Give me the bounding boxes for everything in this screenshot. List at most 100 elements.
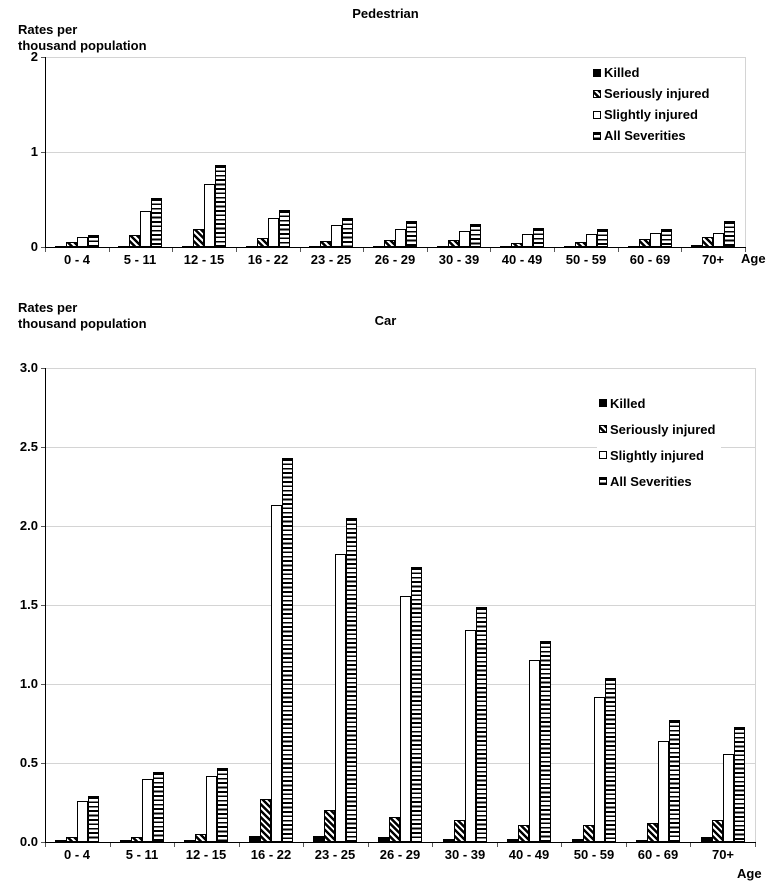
bar-slightly-injured	[77, 237, 88, 247]
y-tick-mark	[41, 842, 45, 843]
y-tick-label: 2	[30, 49, 38, 64]
x-category-label: 5 - 11	[125, 847, 159, 862]
bar-all-severities	[279, 210, 290, 247]
bar-killed	[500, 246, 511, 247]
x-tick-mark	[363, 248, 364, 252]
y-tick-label: 0.5	[19, 755, 38, 770]
slightly-injured-swatch-icon	[593, 110, 601, 119]
all-severities-swatch-icon	[599, 477, 607, 485]
bar-seriously-injured	[66, 837, 77, 842]
pedestrian-chart-title: Pedestrian	[352, 6, 419, 21]
bar-seriously-injured	[389, 817, 400, 842]
bar-all-severities	[724, 221, 735, 247]
y-tick-label: 1.0	[19, 676, 38, 691]
pedestrian-legend: Killed Seriously injured Slightly injure…	[591, 60, 716, 148]
x-tick-mark	[174, 843, 175, 847]
gridline	[46, 526, 755, 527]
bar-killed	[628, 246, 639, 247]
bar-slightly-injured	[204, 184, 215, 247]
bar-seriously-injured	[324, 810, 335, 842]
x-category-label: 26 - 29	[374, 252, 416, 267]
x-tick-mark	[300, 248, 301, 252]
bar-killed	[118, 246, 129, 247]
y-tick-label: 1.5	[19, 597, 38, 612]
x-tick-mark	[755, 843, 756, 847]
bar-slightly-injured	[77, 801, 88, 842]
y-tick-mark	[41, 447, 45, 448]
bar-slightly-injured	[331, 225, 342, 247]
bar-seriously-injured	[712, 820, 723, 842]
bar-all-severities	[151, 198, 162, 247]
killed-swatch-icon	[593, 68, 601, 77]
x-tick-mark	[110, 843, 111, 847]
bar-killed	[437, 246, 448, 247]
bar-all-severities	[597, 229, 608, 247]
bar-slightly-injured	[723, 754, 734, 842]
bar-slightly-injured	[713, 233, 724, 247]
x-tick-mark	[368, 843, 369, 847]
x-category-label: 23 - 25	[310, 252, 352, 267]
legend-label: Killed	[604, 65, 640, 80]
legend-entry-killed: Killed	[593, 62, 709, 83]
bar-all-severities	[470, 224, 481, 247]
bar-all-severities	[605, 678, 616, 842]
bar-killed	[55, 246, 66, 247]
bar-slightly-injured	[594, 697, 605, 842]
y-tick-mark	[41, 763, 45, 764]
bar-all-severities	[476, 607, 487, 842]
bar-slightly-injured	[586, 234, 597, 247]
y-tick-mark	[41, 605, 45, 606]
legend-label: Killed	[610, 395, 646, 411]
bar-all-severities	[411, 567, 422, 842]
y-tick-label: 1	[30, 144, 38, 159]
bar-seriously-injured	[193, 229, 204, 247]
x-tick-mark	[172, 248, 173, 252]
gridline	[46, 368, 755, 369]
x-axis-line	[45, 842, 756, 843]
bar-seriously-injured	[454, 820, 465, 842]
bar-slightly-injured	[142, 779, 153, 842]
x-tick-mark	[239, 843, 240, 847]
bar-slightly-injured	[271, 505, 282, 842]
x-category-label: 60 - 69	[629, 252, 671, 267]
legend-entry-killed: Killed	[599, 390, 715, 416]
bar-slightly-injured	[522, 234, 533, 247]
bar-all-severities	[88, 235, 99, 247]
x-tick-mark	[427, 248, 428, 252]
y-tick-label: 3.0	[19, 360, 38, 375]
bar-seriously-injured	[511, 243, 522, 247]
x-tick-mark	[681, 248, 682, 252]
bar-killed	[701, 837, 712, 842]
x-tick-mark	[45, 248, 46, 252]
bar-slightly-injured	[658, 741, 669, 842]
bar-seriously-injured	[131, 837, 142, 842]
x-tick-mark	[626, 843, 627, 847]
plot-right-border	[755, 368, 756, 842]
legend-label: Slightly injured	[604, 107, 698, 122]
bar-seriously-injured	[448, 240, 459, 247]
bar-killed	[120, 840, 131, 842]
legend-entry-slightly-injured: Slightly injured	[599, 442, 715, 468]
bar-all-severities	[406, 221, 417, 247]
x-category-label: 40 - 49	[508, 847, 550, 862]
x-tick-mark	[303, 843, 304, 847]
bar-killed	[378, 837, 389, 842]
bar-seriously-injured	[583, 825, 594, 842]
x-tick-mark	[690, 843, 691, 847]
bar-seriously-injured	[257, 238, 268, 247]
legend-entry-seriously-injured: Seriously injured	[599, 416, 715, 442]
bar-all-severities	[88, 796, 99, 842]
bar-killed	[55, 840, 66, 842]
legend-label: All Severities	[604, 128, 686, 143]
seriously-injured-swatch-icon	[593, 89, 601, 98]
bar-seriously-injured	[195, 834, 206, 842]
bar-all-severities	[533, 228, 544, 247]
bar-seriously-injured	[66, 242, 77, 247]
x-category-label: 5 - 11	[123, 252, 157, 267]
x-category-label: 40 - 49	[501, 252, 543, 267]
bar-seriously-injured	[320, 241, 331, 247]
bar-killed	[507, 839, 518, 842]
legend-label: Slightly injured	[610, 447, 704, 463]
car-legend: Killed Seriously injured Slightly injure…	[597, 388, 722, 496]
x-category-label: 16 - 22	[250, 847, 292, 862]
